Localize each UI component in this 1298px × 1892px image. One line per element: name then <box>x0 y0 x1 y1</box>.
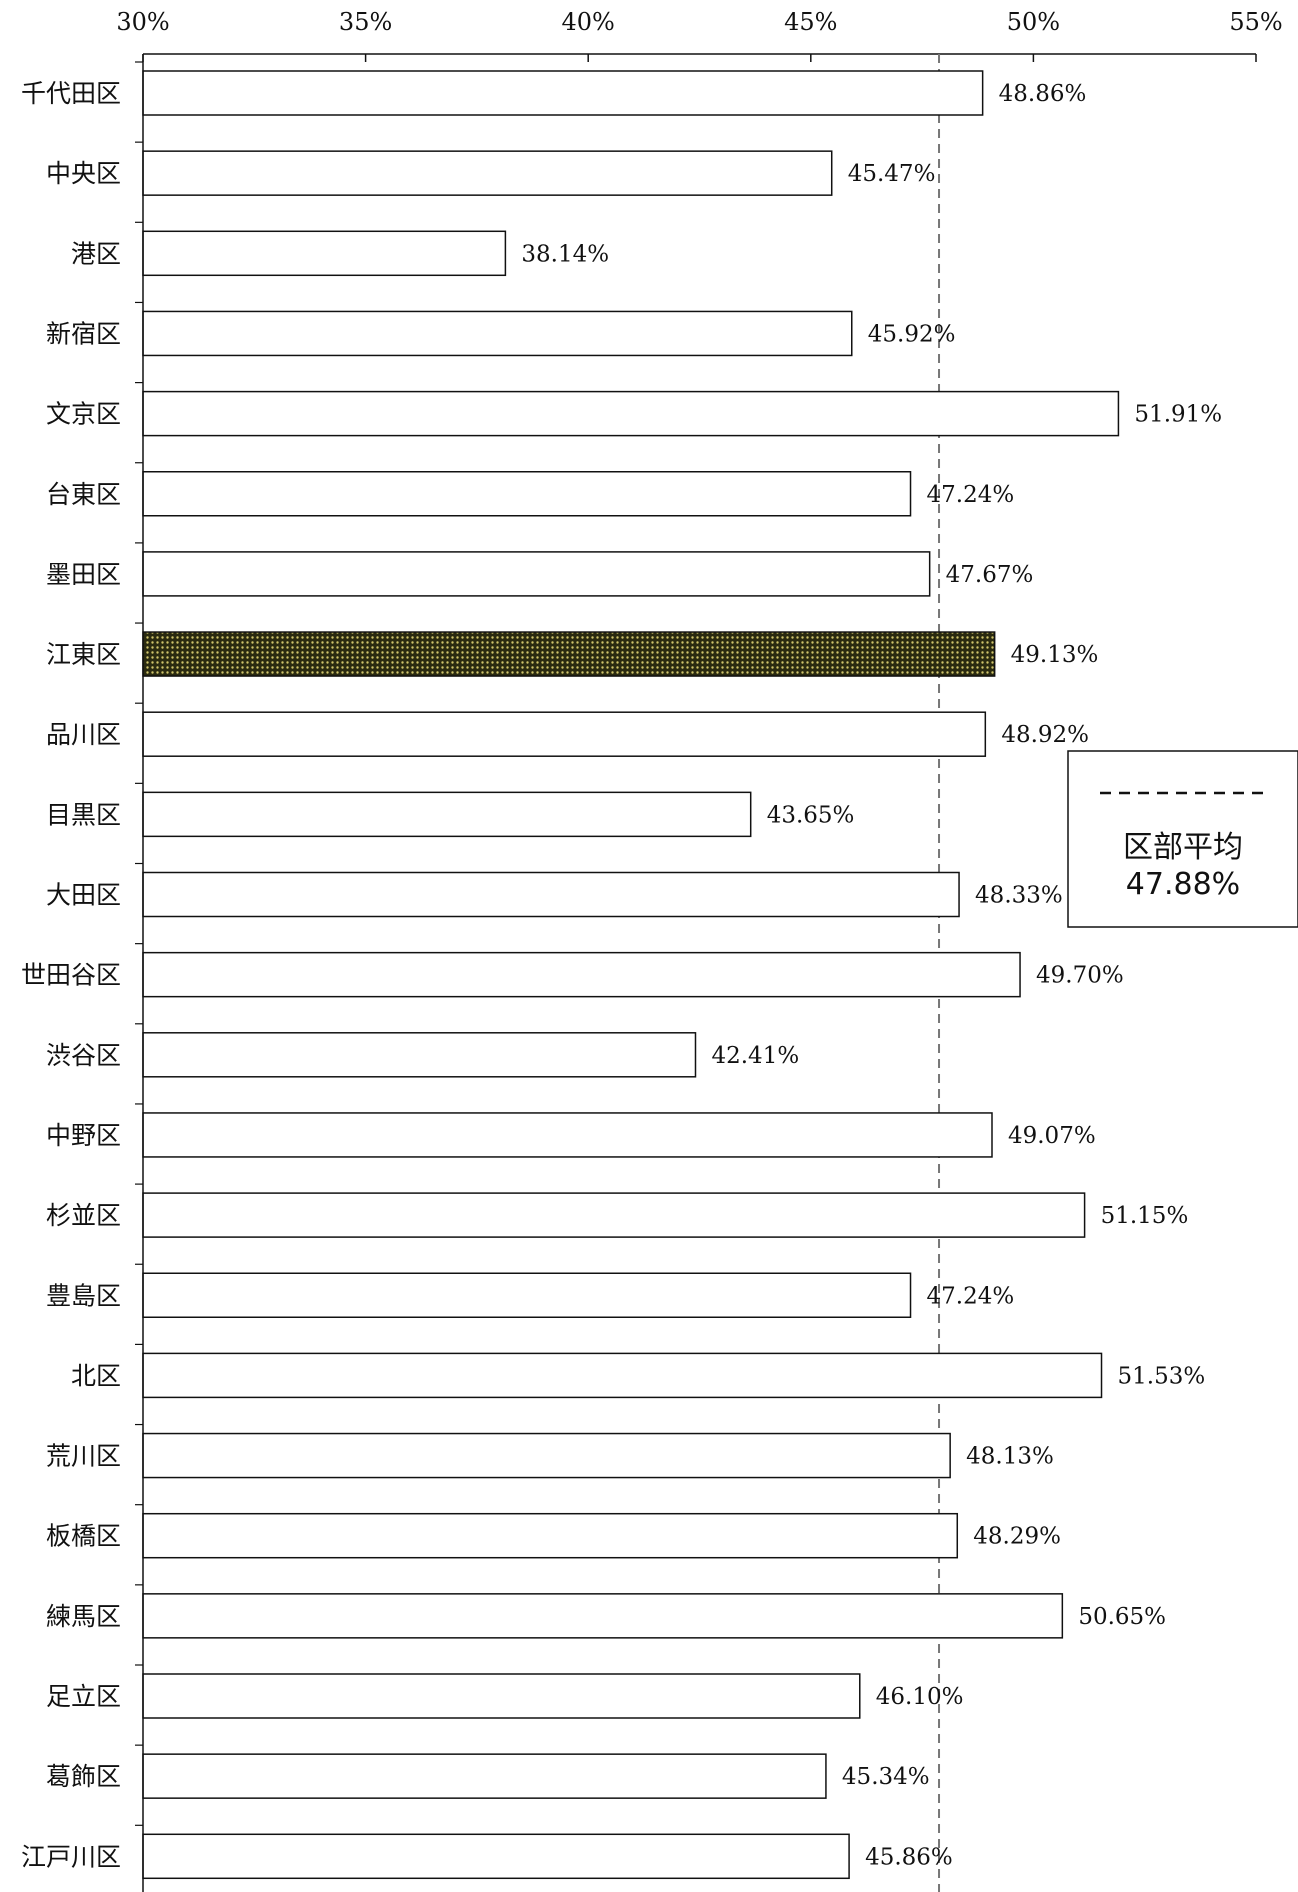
bar <box>143 231 505 275</box>
category-label: 練馬区 <box>46 1602 121 1631</box>
data-label: 46.10% <box>876 1684 964 1710</box>
bar <box>143 1434 950 1478</box>
data-label: 47.67% <box>946 562 1034 588</box>
bar <box>143 1353 1102 1397</box>
category-label: 目黒区 <box>46 800 121 829</box>
category-label: 中央区 <box>46 159 121 188</box>
category-label: 荒川区 <box>46 1442 121 1471</box>
data-label: 48.92% <box>1001 722 1089 748</box>
bar <box>143 311 852 355</box>
legend-label: 区部平均 <box>1123 830 1243 865</box>
category-label: 中野区 <box>46 1121 121 1150</box>
data-label: 47.24% <box>927 1283 1015 1309</box>
data-label: 51.15% <box>1101 1203 1189 1229</box>
bar <box>143 392 1118 436</box>
bar <box>143 1273 911 1317</box>
x-tick-label: 50% <box>1007 8 1060 36</box>
data-label: 45.34% <box>842 1764 930 1790</box>
category-label: 北区 <box>71 1361 121 1390</box>
category-label: 渋谷区 <box>46 1041 121 1070</box>
data-label: 45.92% <box>868 321 956 347</box>
bar <box>143 472 911 516</box>
data-label: 38.14% <box>521 241 609 267</box>
legend: 区部平均 47.88% <box>1068 751 1298 927</box>
category-label: 江戸川区 <box>21 1842 121 1871</box>
x-tick-label: 45% <box>784 8 837 36</box>
bar <box>143 792 751 836</box>
data-label: 51.91% <box>1134 402 1222 428</box>
category-label: 足立区 <box>46 1682 121 1711</box>
data-label: 48.13% <box>966 1444 1054 1470</box>
bar <box>143 1834 849 1878</box>
category-label: 世田谷区 <box>21 961 121 990</box>
bar <box>143 71 983 115</box>
category-label: 豊島区 <box>46 1281 121 1310</box>
data-label: 47.24% <box>927 482 1015 508</box>
category-label: 板橋区 <box>46 1522 121 1551</box>
data-label: 43.65% <box>767 802 855 828</box>
data-label: 48.86% <box>999 81 1087 107</box>
data-label: 45.47% <box>848 161 936 187</box>
bar <box>143 953 1020 997</box>
data-label: 50.65% <box>1078 1604 1166 1630</box>
bar <box>143 1514 957 1558</box>
data-label: 48.33% <box>975 883 1063 909</box>
bars-group: 48.86% 45.47% 38.14% 45.92% 51.91% 47.24% 47.6… <box>143 71 1222 1878</box>
data-label: 51.53% <box>1118 1363 1206 1389</box>
bar <box>143 1594 1062 1638</box>
x-tick-label: 40% <box>562 8 615 36</box>
category-label: 杉並区 <box>46 1201 121 1230</box>
category-label: 新宿区 <box>46 319 121 348</box>
y-axis: 千代田区中央区港区新宿区文京区台東区墨田区江東区品川区目黒区大田区世田谷区渋谷区… <box>21 54 143 1892</box>
x-tick-label: 30% <box>116 8 169 36</box>
bar <box>143 712 985 756</box>
bar <box>143 873 959 917</box>
data-label: 45.86% <box>865 1844 953 1870</box>
bar <box>143 1033 695 1077</box>
x-axis: 30% 35% 40% 45% 50% 55% <box>116 8 1282 62</box>
category-label: 墨田区 <box>46 560 121 589</box>
bar <box>143 1193 1085 1237</box>
bar <box>143 151 832 195</box>
category-label: 台東区 <box>46 480 121 509</box>
category-label: 品川区 <box>46 720 121 749</box>
category-label: 葛飾区 <box>46 1762 121 1791</box>
x-tick-label: 35% <box>339 8 392 36</box>
category-label: 港区 <box>71 239 121 268</box>
bar <box>143 1674 860 1718</box>
legend-value: 47.88% <box>1126 867 1240 902</box>
bar <box>143 1754 826 1798</box>
data-label: 42.41% <box>711 1043 799 1069</box>
data-label: 49.13% <box>1011 642 1099 668</box>
data-label: 48.29% <box>973 1524 1061 1550</box>
data-label: 49.07% <box>1008 1123 1096 1149</box>
category-label: 江東区 <box>46 640 121 669</box>
bar <box>143 1113 992 1157</box>
category-label: 千代田区 <box>21 79 121 108</box>
x-tick-label: 55% <box>1229 8 1282 36</box>
category-label: 大田区 <box>46 881 121 910</box>
category-label: 文京区 <box>46 400 121 429</box>
bar-highlighted <box>143 632 995 676</box>
bar <box>143 552 930 596</box>
data-label: 49.70% <box>1036 963 1124 989</box>
